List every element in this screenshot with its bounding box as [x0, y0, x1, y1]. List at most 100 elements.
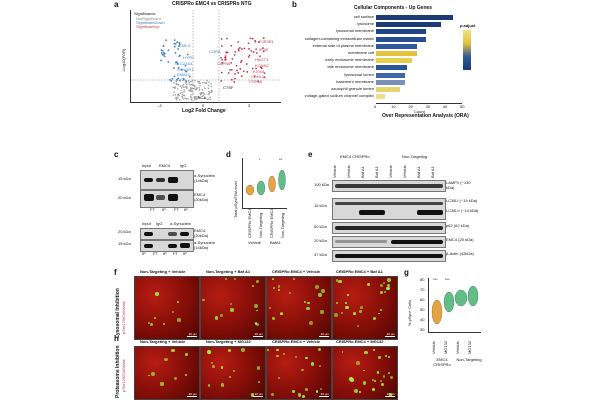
volcano-point-ns: [191, 84, 194, 86]
volcano-point-ns: [185, 82, 187, 84]
volcano-point-up: [225, 51, 228, 54]
puncta: [318, 293, 322, 297]
volcano-point-up: [243, 47, 246, 50]
ora-bar: [376, 94, 385, 100]
puncta: [173, 376, 178, 381]
panel-h-label: h: [114, 334, 119, 343]
puncta: [228, 348, 232, 352]
wb-lane-label: Baf A1: [374, 166, 379, 178]
volcano-point-up: [259, 55, 261, 58]
volcano-point-ns: [177, 97, 179, 99]
wb-lane-label: Vehicle: [402, 165, 407, 178]
volcano-points: [131, 10, 281, 102]
volcano-point-up: [240, 61, 242, 64]
coip-bottom-header-syn: α-Synuclein: [170, 221, 191, 226]
violin-d-group-2: Non-Targeting: [258, 212, 263, 238]
coip-bottom-lane-1: IP: [142, 251, 146, 256]
panel-d-label: d: [226, 150, 231, 159]
puncta: [148, 374, 151, 377]
volcano-point-ns: [179, 92, 182, 94]
volcano-point-up: [248, 54, 251, 57]
puncta: [302, 394, 306, 398]
gene-cspa8: CSPA8: [249, 79, 262, 84]
micro-f-title-2: Non-Targeting + Baf A1: [206, 269, 251, 274]
puncta: [256, 366, 260, 370]
volcano-point-down: [167, 61, 170, 63]
volcano-point-ns: [180, 89, 182, 92]
gene-kitm1: KITM1: [253, 69, 265, 74]
coip-bottom-marker-20: 20 kDa: [118, 229, 131, 234]
volcano-point-ns: [183, 88, 185, 91]
violin-d-sub-bafa1: BafA1: [270, 240, 281, 245]
volcano-point-ns: [203, 97, 206, 100]
ora-footer: Over Representation Analysis (ORA): [382, 113, 469, 119]
puncta: [347, 294, 349, 297]
volcano-point-up: [240, 59, 243, 62]
puncta: [280, 312, 283, 316]
gene-kcnn2: KCNN2: [255, 63, 269, 68]
puncta: [307, 301, 310, 305]
gene-syngr1: SYNGR1: [177, 67, 194, 72]
puncta: [271, 317, 275, 321]
puncta: [294, 355, 297, 359]
puncta: [364, 350, 368, 355]
puncta: [317, 348, 321, 352]
volcano-point-down: [162, 45, 165, 47]
panel-b-label: b: [292, 0, 297, 9]
volcano-point-ns: [200, 91, 203, 94]
volcano-point-down: [184, 64, 187, 67]
volcano-point-down: [186, 53, 189, 56]
volcano-point-up: [221, 61, 224, 64]
volcano-point-up: [230, 68, 233, 71]
puncta: [387, 278, 392, 283]
puncta: [171, 348, 175, 352]
ora-category-label: azurophil granule lumen: [331, 86, 374, 91]
puncta: [333, 313, 338, 318]
coip-bottom-label-emc4: EMC4 (20kDa): [194, 228, 209, 238]
volcano-point-down: [178, 43, 181, 46]
coip-bottom-header-igg: IgG: [156, 221, 163, 226]
volcano-point-ns: [190, 99, 193, 101]
volcano-point-ns: [174, 94, 177, 96]
puncta: [372, 317, 376, 321]
puncta: [345, 305, 349, 309]
ora-category-label: external side of plasma membrane: [312, 42, 374, 48]
volcano-point-up: [233, 54, 236, 56]
puncta: [308, 321, 313, 326]
volcano-point-ns: [183, 90, 185, 93]
micro-f-title-4: CRISPRo EMC4 + Baf A1: [336, 269, 383, 274]
volcano-point-up: [224, 56, 227, 59]
coip-top-label-syn: α-Synuclein (14kDa): [194, 173, 215, 183]
volcano-point-ns: [177, 88, 179, 90]
puncta: [185, 352, 189, 356]
volcano-point-ns: [181, 91, 183, 94]
micro-h-title-4: CRISPRo EMC4 + MG132: [336, 339, 384, 344]
puncta: [233, 369, 236, 372]
volcano-point-down: [174, 43, 177, 45]
ora-bar: [376, 51, 418, 56]
volcano-point-up: [224, 55, 227, 58]
volcano-point-up: [238, 46, 241, 49]
puncta: [171, 310, 175, 313]
ora-category-label: lysosome: [357, 21, 374, 27]
puncta: [382, 375, 386, 378]
volcano-point-up: [220, 38, 223, 40]
puncta: [155, 292, 159, 296]
volcano-point-up: [261, 47, 264, 49]
volcano-point-down: [160, 52, 163, 54]
volcano-point-up: [234, 73, 236, 75]
volcano-point-ns: [184, 97, 187, 99]
micro-h-scale-1: 20 µm: [188, 392, 197, 396]
puncta: [224, 278, 227, 281]
puncta: [376, 371, 380, 374]
volcano-point-up: [234, 77, 236, 80]
wb-label-actin: β-Actin (42kDa): [446, 251, 474, 256]
violin-g-ytick: 60: [420, 297, 425, 302]
volcano-point-down: [188, 75, 191, 78]
wb-blot-emc4: [332, 236, 446, 248]
volcano-point-down: [176, 62, 179, 65]
micro-h-stain: pSer129/CellMask: [121, 359, 126, 392]
violin-d-sig-2: **: [279, 157, 283, 162]
puncta: [305, 387, 309, 391]
volcano-point-down: [174, 61, 177, 64]
